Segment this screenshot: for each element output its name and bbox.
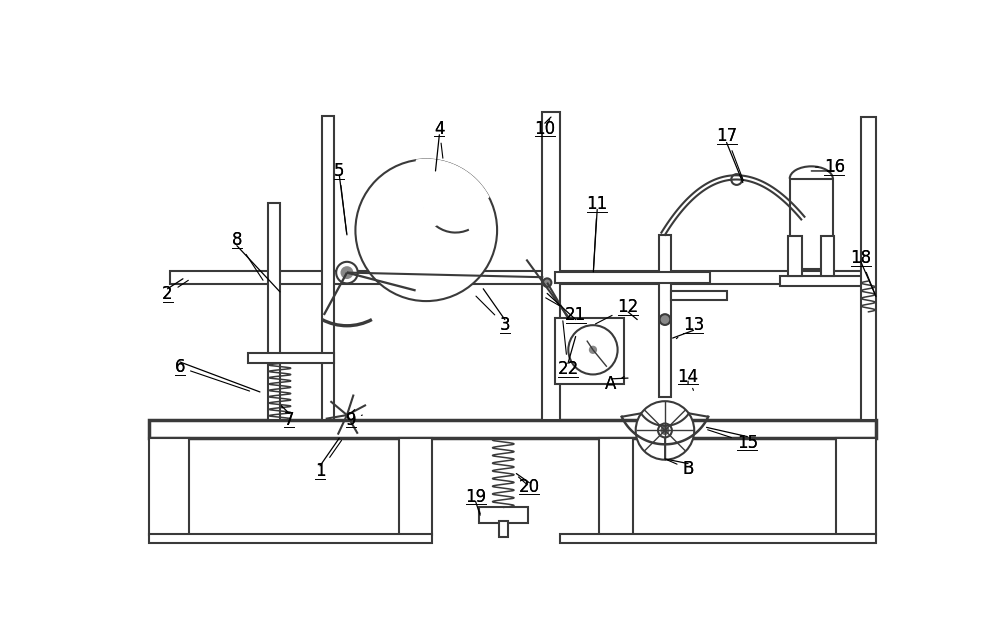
- Text: 16: 16: [816, 158, 845, 176]
- Text: B: B: [668, 460, 694, 478]
- Bar: [836, 438, 876, 535]
- Text: 10: 10: [534, 120, 555, 138]
- Bar: [542, 113, 560, 420]
- Text: 21: 21: [565, 306, 586, 324]
- Circle shape: [342, 267, 352, 278]
- Text: 13: 13: [683, 316, 704, 334]
- Text: 2: 2: [162, 281, 188, 303]
- Text: 17: 17: [716, 127, 737, 145]
- Text: 9: 9: [346, 411, 362, 429]
- Text: 12: 12: [595, 298, 639, 324]
- Text: 3: 3: [499, 316, 510, 334]
- Text: 9: 9: [346, 411, 356, 429]
- Text: B: B: [682, 460, 694, 478]
- Circle shape: [590, 347, 596, 353]
- Text: 13: 13: [676, 316, 704, 338]
- Text: 3: 3: [476, 296, 510, 334]
- Text: 7: 7: [282, 406, 294, 429]
- Text: 16: 16: [824, 158, 845, 176]
- Bar: [599, 438, 633, 535]
- Bar: [479, 508, 528, 523]
- Text: 7: 7: [284, 411, 294, 429]
- Bar: [149, 420, 876, 438]
- Circle shape: [658, 423, 672, 437]
- Circle shape: [636, 401, 694, 460]
- Bar: [555, 318, 624, 384]
- Text: 14: 14: [677, 367, 699, 386]
- Text: 5: 5: [334, 162, 344, 180]
- Text: 12: 12: [617, 298, 639, 316]
- Text: 1: 1: [315, 440, 342, 481]
- Circle shape: [731, 174, 742, 185]
- Bar: [248, 353, 334, 364]
- Text: 20: 20: [519, 477, 540, 496]
- Bar: [555, 271, 872, 284]
- Bar: [560, 533, 876, 543]
- Text: 4: 4: [434, 120, 445, 158]
- Text: A: A: [605, 376, 624, 393]
- Text: 19: 19: [465, 487, 486, 506]
- Text: 11: 11: [587, 195, 608, 269]
- Circle shape: [568, 325, 618, 374]
- Text: 6: 6: [175, 359, 185, 376]
- Bar: [399, 438, 432, 535]
- Text: 5: 5: [334, 162, 347, 233]
- Bar: [659, 235, 671, 396]
- Text: 19: 19: [465, 487, 486, 514]
- Bar: [555, 272, 710, 282]
- Circle shape: [355, 159, 497, 301]
- Text: 2: 2: [162, 285, 173, 303]
- Text: 18: 18: [850, 249, 875, 294]
- Text: 11: 11: [587, 195, 608, 213]
- Text: 18: 18: [850, 249, 871, 267]
- Circle shape: [336, 262, 358, 284]
- Text: 17: 17: [716, 127, 743, 181]
- Text: 1: 1: [315, 462, 325, 481]
- Bar: [268, 203, 280, 420]
- Bar: [790, 179, 833, 269]
- Text: 20: 20: [518, 477, 540, 496]
- Bar: [671, 291, 727, 299]
- Text: 8: 8: [232, 231, 263, 281]
- Text: 21: 21: [546, 298, 586, 324]
- Bar: [861, 117, 876, 420]
- Polygon shape: [416, 159, 489, 230]
- Bar: [170, 271, 546, 284]
- Bar: [788, 237, 802, 277]
- Circle shape: [661, 427, 668, 434]
- Text: 6: 6: [175, 359, 250, 391]
- Bar: [322, 116, 334, 420]
- Bar: [149, 438, 189, 535]
- Text: 4: 4: [434, 120, 445, 138]
- Text: 22: 22: [557, 321, 579, 378]
- Circle shape: [660, 314, 670, 325]
- Bar: [820, 237, 834, 277]
- Text: 22: 22: [557, 360, 579, 378]
- Text: 14: 14: [677, 367, 699, 391]
- Bar: [499, 521, 508, 537]
- Text: 15: 15: [737, 434, 758, 452]
- Text: 8: 8: [232, 231, 242, 249]
- Text: 10: 10: [534, 120, 555, 138]
- Text: A: A: [605, 376, 617, 393]
- Bar: [780, 277, 873, 286]
- Circle shape: [543, 279, 551, 287]
- Text: 15: 15: [708, 430, 758, 452]
- Bar: [149, 533, 432, 543]
